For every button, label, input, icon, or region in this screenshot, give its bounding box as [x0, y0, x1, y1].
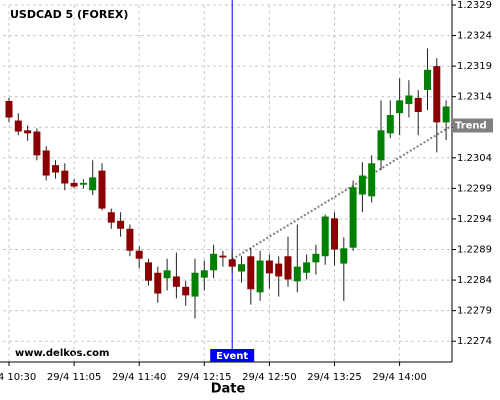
y-tick-label: 1.2279 — [457, 306, 492, 317]
x-tick-label: 29/4 10:30 — [0, 372, 36, 383]
candle-body — [163, 270, 171, 279]
candle-body — [117, 220, 125, 229]
candle-body — [377, 130, 385, 161]
candle-body — [24, 130, 32, 134]
candle-body — [52, 165, 59, 173]
x-axis-title: Date — [211, 382, 246, 397]
candle-body — [135, 250, 143, 259]
candle-body — [312, 253, 320, 263]
candle-body — [349, 187, 357, 248]
candle-body — [219, 255, 227, 258]
candle-body — [405, 95, 413, 105]
candle-body — [284, 256, 292, 280]
candle-body — [228, 259, 236, 267]
candle-body — [433, 66, 441, 123]
candle-body — [79, 182, 87, 185]
y-tick-label: 1.2319 — [457, 61, 492, 72]
watermark: www.delkos.com — [15, 348, 109, 359]
candle-body — [442, 106, 450, 123]
trend-label-box — [453, 118, 493, 133]
candle-body — [238, 264, 245, 272]
candle-body — [145, 262, 152, 281]
candle-body — [321, 216, 329, 257]
candle-body — [42, 150, 50, 176]
candle-body — [358, 175, 366, 195]
candle-body — [265, 260, 273, 274]
candle-body — [33, 131, 41, 156]
y-tick-label: 1.2324 — [457, 31, 492, 42]
candle-body — [200, 270, 208, 278]
trend-line — [231, 124, 453, 261]
candle-body — [61, 170, 69, 184]
y-tick-label: 1.2329 — [457, 0, 492, 11]
candle-body — [172, 276, 180, 287]
trend-label: Trend — [455, 121, 487, 132]
candle-body — [182, 286, 190, 296]
candle-body — [396, 100, 404, 114]
chart-title: USDCAD 5 (FOREX) — [10, 8, 128, 21]
candle-body — [107, 212, 115, 223]
candle-body — [424, 69, 431, 90]
event-label-box — [210, 349, 255, 362]
y-tick-label: 1.2304 — [457, 153, 492, 164]
y-tick-label: 1.2314 — [457, 92, 492, 103]
candle-body — [126, 228, 134, 251]
candle-body — [275, 263, 283, 277]
y-tick-label: 1.2284 — [457, 275, 492, 286]
x-tick-label: 29/4 11:40 — [112, 372, 166, 383]
y-tick-label: 1.2299 — [457, 183, 492, 194]
candle-body — [210, 253, 218, 271]
event-label: Event — [216, 351, 248, 362]
x-tick-label: 29/4 11:05 — [47, 372, 101, 383]
x-tick-label: 29/4 14:00 — [372, 372, 426, 383]
candle-body — [5, 100, 13, 118]
candle-body — [70, 182, 78, 187]
candle-body — [256, 260, 264, 293]
x-tick-label: 29/4 13:25 — [307, 372, 361, 383]
candle-body — [293, 266, 301, 282]
candle-body — [191, 272, 199, 297]
candle-body — [154, 272, 162, 294]
candle-body — [89, 177, 97, 191]
candle-body — [414, 97, 422, 112]
candle-body — [368, 163, 376, 197]
candle-body — [14, 120, 22, 132]
candle-body — [98, 170, 106, 209]
candle-body — [303, 262, 311, 273]
candle-body — [386, 115, 394, 134]
y-tick-label: 1.2294 — [457, 214, 492, 225]
x-tick-label: 29/4 12:50 — [242, 372, 296, 383]
candle-body — [331, 218, 338, 250]
candle-body — [340, 248, 348, 264]
y-tick-label: 1.2289 — [457, 245, 492, 256]
x-tick-label: 29/4 12:15 — [177, 372, 231, 383]
y-tick-label: 1.2274 — [457, 336, 492, 347]
candle-body — [247, 256, 255, 290]
